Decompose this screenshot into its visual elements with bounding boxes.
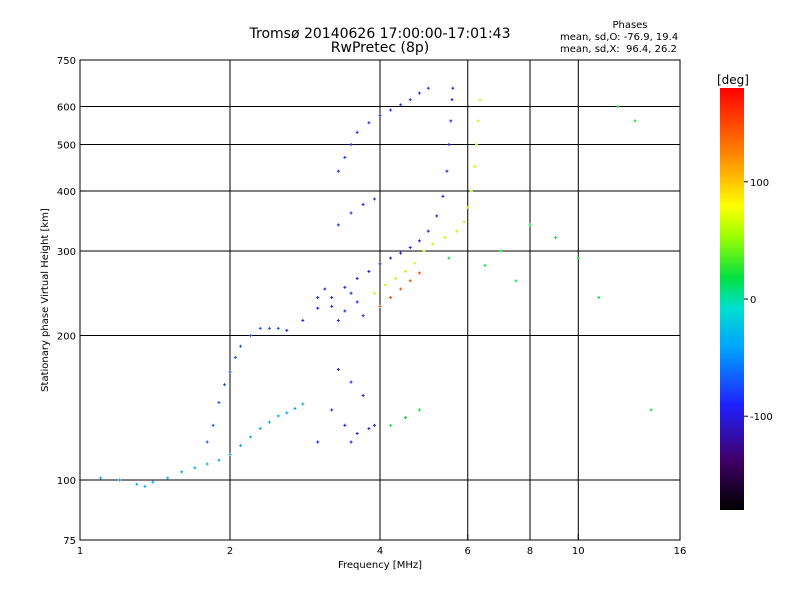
colorbar-ticks: 100 0 -100 (744, 178, 773, 423)
colorbar-label: [deg] (717, 73, 749, 87)
grid-lines (80, 60, 681, 540)
y-tick-label: 200 (57, 332, 76, 343)
colorbar-tick-label: 100 (750, 178, 769, 189)
y-tick-label: 75 (63, 536, 76, 547)
x-tick-label: 10 (572, 546, 585, 557)
phase-stats: Phases mean, sd,O: -76.9, 19.4 mean, sd,… (560, 20, 700, 56)
axis-ticks: 1 2 4 6 8 10 16 75 100 200 300 400 500 600 750 (57, 56, 686, 557)
phase-stats-x: mean, sd,X: 96.4, 26.2 (560, 44, 677, 55)
data-points (78, 86, 653, 488)
x-tick-label: 1 (77, 546, 83, 557)
phase-stats-o: mean, sd,O: -76.9, 19.4 (560, 32, 679, 43)
y-tick-label: 100 (57, 476, 76, 487)
x-tick-label: 4 (377, 546, 383, 557)
colorbar (720, 88, 744, 510)
colorbar-tick-label: 0 (750, 295, 756, 306)
chart-title: Tromsø 20140626 17:00:00-17:01:43 (249, 26, 511, 42)
x-tick-label: 2 (227, 546, 233, 557)
chart-subtitle: RwPretec (8p) (330, 40, 430, 56)
y-tick-label: 600 (57, 103, 76, 114)
phase-stats-heading: Phases (612, 20, 648, 31)
y-tick-label: 750 (57, 56, 76, 67)
x-tick-label: 6 (465, 546, 471, 557)
y-tick-label: 400 (57, 187, 76, 198)
colorbar-tick-label: -100 (750, 412, 773, 423)
x-tick-label: 8 (527, 546, 533, 557)
x-axis-label: Frequency [MHz] (338, 560, 422, 571)
y-tick-label: 300 (57, 247, 76, 258)
x-tick-label: 16 (674, 546, 687, 557)
y-tick-label: 500 (57, 141, 76, 152)
y-axis-label: Stationary phase Virtual Height [km] (40, 208, 51, 392)
